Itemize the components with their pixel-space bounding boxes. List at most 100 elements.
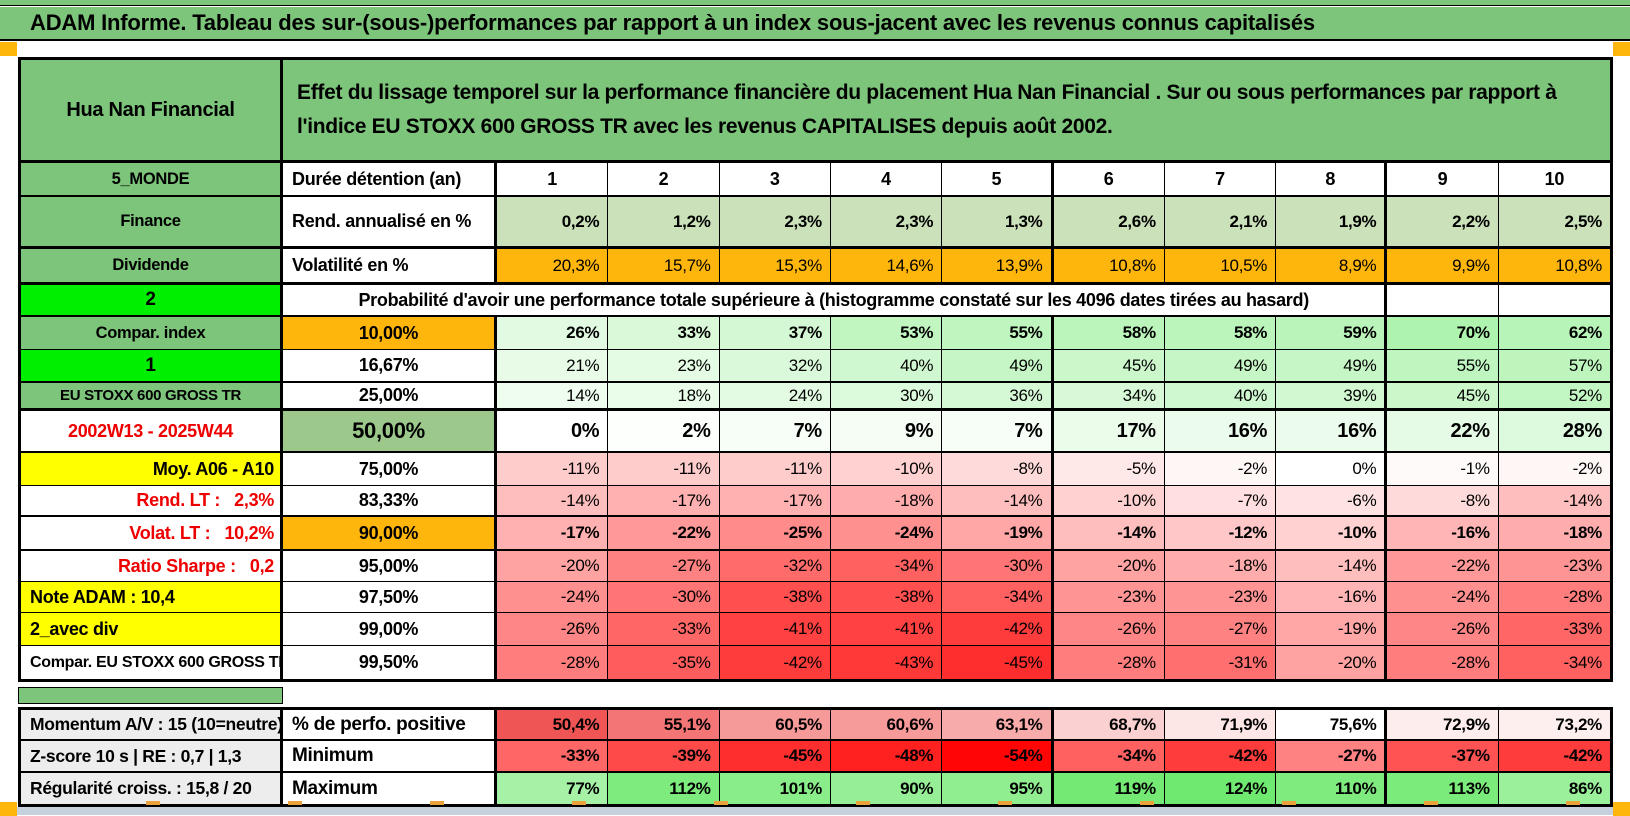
p16-67-value-6[interactable]: 45% <box>1053 350 1165 383</box>
p97-5-value-6[interactable]: -23% <box>1053 582 1165 613</box>
positive-share-label[interactable]: Momentum A/V : 15 (10=neutre) <box>21 710 283 741</box>
p97-5-label[interactable]: Note ADAM : 10,4 <box>21 582 283 613</box>
minimum-value-1[interactable]: -33% <box>497 741 609 773</box>
p50-value-8[interactable]: 16% <box>1276 411 1388 453</box>
p50-value-5[interactable]: 7% <box>942 411 1054 453</box>
p50-value-3[interactable]: 7% <box>719 411 831 453</box>
p97-5-value-4[interactable]: -38% <box>830 582 943 613</box>
volatility-value-3[interactable]: 15,3% <box>719 249 831 285</box>
p95-threshold[interactable]: 95,00% <box>283 551 497 582</box>
p25-threshold[interactable]: 25,00% <box>283 383 497 411</box>
volatility-value-6[interactable]: 10,8% <box>1053 249 1165 285</box>
p75-threshold[interactable]: 75,00% <box>283 453 497 486</box>
minimum-value-3[interactable]: -45% <box>719 741 831 773</box>
p25-value-8[interactable]: 39% <box>1276 383 1388 411</box>
duration-header-value-8[interactable]: 8 <box>1276 163 1388 197</box>
minimum-value-6[interactable]: -34% <box>1053 741 1165 773</box>
p83-33-threshold[interactable]: 83,33% <box>283 486 497 517</box>
minimum-value-9[interactable]: -37% <box>1387 741 1499 773</box>
probability-note-empty-10[interactable] <box>1498 285 1610 317</box>
p25-label[interactable]: EU STOXX 600 GROSS TR <box>21 383 283 411</box>
p95-value-8[interactable]: -14% <box>1276 551 1388 582</box>
p25-value-5[interactable]: 36% <box>942 383 1054 411</box>
p16-67-value-3[interactable]: 32% <box>719 350 831 383</box>
p90-threshold[interactable]: 90,00% <box>283 517 497 551</box>
p99-value-7[interactable]: -27% <box>1164 613 1277 646</box>
maximum-value-2[interactable]: 112% <box>608 773 720 804</box>
maximum-value-3[interactable]: 101% <box>719 773 831 804</box>
volatility-label[interactable]: Dividende <box>21 249 283 285</box>
positive-share-value-7[interactable]: 71,9% <box>1164 710 1277 741</box>
duration-header-value-10[interactable]: 10 <box>1498 163 1610 197</box>
p90-value-5[interactable]: -19% <box>942 517 1054 551</box>
p83-33-value-5[interactable]: -14% <box>942 486 1054 517</box>
p99-value-6[interactable]: -26% <box>1053 613 1165 646</box>
volatility-value-9[interactable]: 9,9% <box>1387 249 1499 285</box>
positive-share-value-3[interactable]: 60,5% <box>719 710 831 741</box>
p99-5-value-6[interactable]: -28% <box>1053 646 1165 679</box>
p99-value-4[interactable]: -41% <box>830 613 943 646</box>
p90-value-10[interactable]: -18% <box>1498 517 1610 551</box>
p83-33-value-3[interactable]: -17% <box>719 486 831 517</box>
p75-value-5[interactable]: -8% <box>942 453 1054 486</box>
p50-value-9[interactable]: 22% <box>1387 411 1499 453</box>
p16-67-value-10[interactable]: 57% <box>1498 350 1610 383</box>
p16-67-value-5[interactable]: 49% <box>942 350 1054 383</box>
p97-5-value-8[interactable]: -16% <box>1276 582 1388 613</box>
p90-value-2[interactable]: -22% <box>608 517 720 551</box>
p95-value-5[interactable]: -30% <box>942 551 1054 582</box>
positive-share-value-2[interactable]: 55,1% <box>608 710 720 741</box>
p99-5-value-2[interactable]: -35% <box>608 646 720 679</box>
p25-value-9[interactable]: 45% <box>1387 383 1499 411</box>
duration-header-value-7[interactable]: 7 <box>1164 163 1277 197</box>
p10-value-4[interactable]: 53% <box>830 317 943 350</box>
volatility-value-2[interactable]: 15,7% <box>608 249 720 285</box>
p75-value-8[interactable]: 0% <box>1276 453 1388 486</box>
duration-header-value-6[interactable]: 6 <box>1053 163 1165 197</box>
p50-value-7[interactable]: 16% <box>1164 411 1277 453</box>
volatility-value-10[interactable]: 10,8% <box>1498 249 1610 285</box>
maximum-value-9[interactable]: 113% <box>1387 773 1499 804</box>
p25-value-2[interactable]: 18% <box>608 383 720 411</box>
p95-value-1[interactable]: -20% <box>497 551 609 582</box>
p99-5-label[interactable]: Compar. EU STOXX 600 GROSS TR <box>21 646 283 679</box>
volatility-value-5[interactable]: 13,9% <box>942 249 1054 285</box>
probability-note-empty-9[interactable] <box>1387 285 1499 317</box>
duration-header-threshold[interactable]: Durée détention (an) <box>283 163 497 197</box>
annualized-return-value-5[interactable]: 1,3% <box>942 197 1054 249</box>
probability-note-text[interactable]: Probabilité d'avoir une performance tota… <box>283 285 1388 317</box>
p16-67-value-8[interactable]: 49% <box>1276 350 1388 383</box>
p99-value-1[interactable]: -26% <box>497 613 609 646</box>
p99-5-value-1[interactable]: -28% <box>497 646 609 679</box>
p97-5-value-5[interactable]: -34% <box>942 582 1054 613</box>
p90-value-6[interactable]: -14% <box>1053 517 1165 551</box>
p10-value-9[interactable]: 70% <box>1387 317 1499 350</box>
p10-value-2[interactable]: 33% <box>608 317 720 350</box>
p90-label[interactable]: Volat. LT : 10,2% <box>21 517 283 551</box>
p16-67-value-7[interactable]: 49% <box>1164 350 1277 383</box>
minimum-value-2[interactable]: -39% <box>608 741 720 773</box>
p99-5-value-4[interactable]: -43% <box>830 646 943 679</box>
p95-value-9[interactable]: -22% <box>1387 551 1499 582</box>
print-handle-bottom-left-icon[interactable] <box>0 802 17 816</box>
maximum-value-10[interactable]: 86% <box>1498 773 1610 804</box>
p99-value-8[interactable]: -19% <box>1276 613 1388 646</box>
p99-5-value-7[interactable]: -31% <box>1164 646 1277 679</box>
positive-share-value-5[interactable]: 63,1% <box>942 710 1054 741</box>
minimum-value-4[interactable]: -48% <box>830 741 943 773</box>
p90-value-4[interactable]: -24% <box>830 517 943 551</box>
p25-value-7[interactable]: 40% <box>1164 383 1277 411</box>
annualized-return-value-6[interactable]: 2,6% <box>1053 197 1165 249</box>
p75-value-2[interactable]: -11% <box>608 453 720 486</box>
p83-33-value-2[interactable]: -17% <box>608 486 720 517</box>
p16-67-threshold[interactable]: 16,67% <box>283 350 497 383</box>
minimum-threshold[interactable]: Minimum <box>283 741 497 773</box>
p83-33-value-4[interactable]: -18% <box>830 486 943 517</box>
p90-value-9[interactable]: -16% <box>1387 517 1499 551</box>
maximum-value-6[interactable]: 119% <box>1053 773 1165 804</box>
maximum-value-8[interactable]: 110% <box>1276 773 1388 804</box>
p95-label[interactable]: Ratio Sharpe : 0,2 <box>21 551 283 582</box>
p10-value-7[interactable]: 58% <box>1164 317 1277 350</box>
maximum-threshold[interactable]: Maximum <box>283 773 497 804</box>
p10-label[interactable]: Compar. index <box>21 317 283 350</box>
